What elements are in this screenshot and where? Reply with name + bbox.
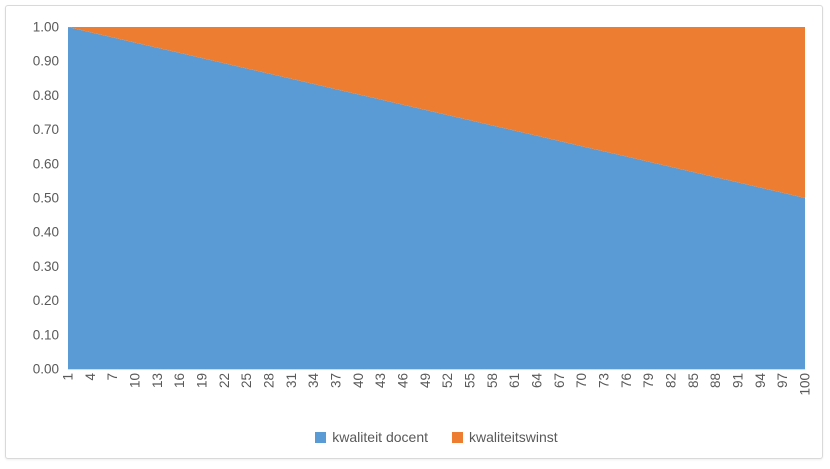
legend-label-kwaliteitswinst: kwaliteitswinst (469, 429, 558, 445)
x-axis-tick-label: 31 (284, 373, 299, 388)
x-axis-tick-label: 28 (262, 373, 277, 388)
x-axis-tick-label: 52 (440, 373, 455, 388)
legend-item-kwaliteitswinst: kwaliteitswinst (452, 429, 558, 445)
y-axis-tick-label: 0.30 (33, 259, 59, 274)
x-axis-tick-label: 7 (105, 373, 120, 381)
y-axis-tick-label: 0.20 (33, 293, 59, 308)
x-axis-tick-label: 79 (641, 373, 656, 388)
x-axis-tick-label: 43 (373, 373, 388, 388)
x-axis-tick-label: 70 (574, 373, 589, 388)
y-axis-tick-label: 0.90 (33, 54, 59, 69)
area-series-1 (68, 27, 805, 198)
x-axis-tick-label: 67 (552, 373, 567, 388)
x-axis-tick-label: 76 (619, 373, 634, 388)
x-axis-tick-label: 64 (530, 373, 545, 389)
x-axis-tick-label: 82 (664, 373, 679, 388)
x-axis-tick-label: 94 (753, 373, 768, 389)
x-axis-tick-label: 61 (507, 373, 522, 388)
x-axis-tick-label: 1 (61, 373, 76, 381)
x-axis-tick-label: 37 (329, 373, 344, 388)
x-axis-tick-label: 19 (195, 373, 210, 388)
x-axis-tick-label: 55 (463, 373, 478, 388)
x-axis-tick-label: 58 (485, 373, 500, 388)
y-axis-tick-label: 0.40 (33, 225, 59, 240)
x-axis-tick-label: 88 (708, 373, 723, 388)
y-axis-tick-label: 1.00 (33, 20, 59, 35)
y-axis-tick-label: 0.80 (33, 88, 59, 103)
x-axis-tick-label: 97 (775, 373, 790, 388)
x-axis-tick-label: 73 (597, 373, 612, 388)
x-axis-tick-label: 85 (686, 373, 701, 388)
y-axis-tick-label: 0.00 (33, 362, 59, 377)
legend-label-kwaliteit-docent: kwaliteit docent (332, 429, 428, 445)
x-axis-tick-label: 22 (217, 373, 232, 388)
x-axis-tick-label: 10 (128, 373, 143, 388)
x-axis-tick-label: 46 (396, 373, 411, 388)
legend-swatch-kwaliteit-docent-icon (315, 431, 327, 443)
area-series-0 (68, 27, 805, 369)
stacked-area-chart: 0.00 0.10 0.20 0.30 0.40 0.50 0.60 0.70 0.80 0.90… (33, 20, 813, 396)
y-axis-tick-label: 0.10 (33, 327, 59, 342)
x-axis-tick-label: 4 (83, 373, 98, 381)
x-axis-tick-label: 49 (418, 373, 433, 388)
legend-swatch-kwaliteitswinst-icon (452, 431, 463, 443)
chart-frame: 0.00 0.10 0.20 0.30 0.40 0.50 0.60 0.70 0.80 0.90… (5, 5, 823, 459)
x-axis-tick-label: 91 (731, 373, 746, 388)
x-axis-tick-label: 100 (798, 373, 813, 396)
y-axis-tick-label: 0.50 (33, 191, 59, 206)
x-axis-tick-label: 25 (239, 373, 254, 388)
y-axis-tick-label: 0.60 (33, 156, 59, 171)
y-axis-tick-label: 0.70 (33, 122, 59, 137)
x-axis-tick-label: 13 (150, 373, 165, 388)
x-axis-tick-label: 40 (351, 373, 366, 388)
chart-legend: kwaliteit docent kwaliteitswinst (68, 429, 805, 445)
legend-item-kwaliteit-docent: kwaliteit docent (315, 429, 428, 445)
x-axis-tick-label: 34 (306, 373, 321, 389)
x-axis-tick-label: 16 (172, 373, 187, 388)
